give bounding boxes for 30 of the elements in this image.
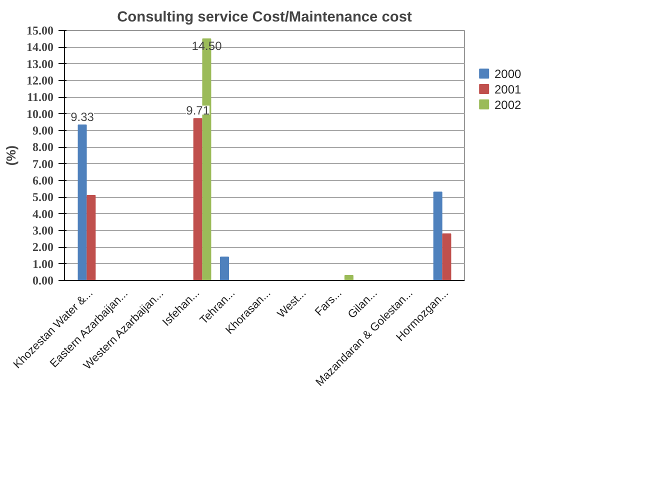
y-tick-label: 8.00	[32, 140, 54, 154]
y-tick-label: 7.00	[32, 156, 54, 171]
bar	[78, 124, 87, 280]
y-tick-label: 3.00	[32, 224, 54, 238]
y-tick-label: 9.00	[32, 124, 54, 138]
bar	[86, 195, 96, 280]
y-tick-label: 2.00	[32, 240, 54, 254]
y-axis-title: (%)	[4, 145, 18, 166]
y-tick-label: 6.00	[32, 174, 54, 188]
y-tick-label: 0.00	[32, 274, 54, 288]
bar	[193, 118, 202, 280]
legend-label: 2000	[494, 67, 522, 82]
y-tick-label: 13.00	[26, 56, 54, 71]
legend-label: 2001	[494, 82, 522, 97]
y-tick-label: 5.00	[32, 190, 54, 204]
data-label: 9.71	[186, 104, 210, 118]
y-tick-label: 4.00	[32, 206, 54, 221]
y-tick-label: 11.00	[27, 90, 54, 104]
y-tick-label: 12.00	[26, 74, 54, 88]
bar	[344, 275, 354, 280]
y-tick-label: 15.00	[26, 24, 54, 38]
chart-title: Consulting service Cost/Maintenance cost	[117, 10, 412, 26]
y-tick-label: 1.00	[32, 256, 54, 271]
bar	[220, 256, 229, 280]
bar	[442, 233, 452, 280]
data-label: 9.33	[70, 110, 94, 124]
y-tick-label: 10.00	[26, 106, 54, 121]
legend-label: 2002	[494, 98, 522, 112]
bar	[433, 192, 442, 280]
y-tick-label: 14.00	[26, 40, 54, 54]
